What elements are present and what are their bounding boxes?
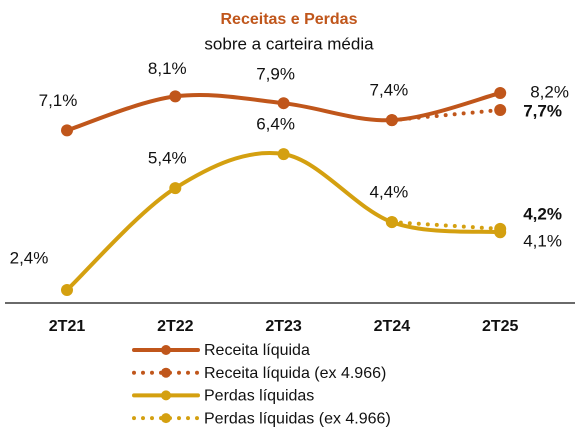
data-label: 7,7% <box>523 101 562 120</box>
data-point <box>169 90 182 103</box>
legend-label: Receita líquida <box>204 342 310 359</box>
data-point <box>385 114 398 127</box>
legend-label: Perdas líquidas (ex 4.966) <box>204 410 391 427</box>
x-tick-label: 2T21 <box>49 318 86 335</box>
data-label: 8,1% <box>148 59 187 78</box>
chart-title: Receitas e Perdas <box>221 11 358 28</box>
legend-label: Receita líquida (ex 4.966) <box>204 365 386 382</box>
data-point <box>277 97 290 110</box>
x-tick-label: 2T24 <box>374 318 411 335</box>
data-point <box>494 103 507 116</box>
data-label: 4,1% <box>523 232 562 251</box>
legend-marker <box>161 345 171 355</box>
data-point <box>385 216 398 229</box>
data-point <box>61 284 73 296</box>
legend-label: Perdas líquidas <box>204 388 314 405</box>
legend-marker <box>161 413 171 424</box>
data-label: 8,2% <box>530 82 569 101</box>
data-label: 7,1% <box>39 91 78 110</box>
chart-subtitle: sobre a carteira média <box>204 34 374 53</box>
legend-marker <box>161 390 171 401</box>
x-tick-label: 2T25 <box>482 318 519 335</box>
legend-marker <box>161 367 171 378</box>
data-label: 7,9% <box>256 65 295 84</box>
x-tick-label: 2T22 <box>157 318 194 335</box>
series-line <box>389 220 503 231</box>
data-point <box>61 124 73 137</box>
data-label: 7,4% <box>370 81 409 100</box>
data-label: 5,4% <box>148 149 187 168</box>
data-point <box>169 182 182 195</box>
data-label: 6,4% <box>256 115 295 134</box>
data-label: 4,4% <box>370 183 409 202</box>
series-line <box>65 151 503 292</box>
data-label: 4,2% <box>523 204 562 223</box>
series-line <box>389 107 503 123</box>
data-point <box>277 148 290 161</box>
data-point <box>494 87 507 99</box>
x-tick-label: 2T23 <box>265 318 302 335</box>
data-label: 2,4% <box>10 248 49 267</box>
data-point <box>494 222 507 235</box>
